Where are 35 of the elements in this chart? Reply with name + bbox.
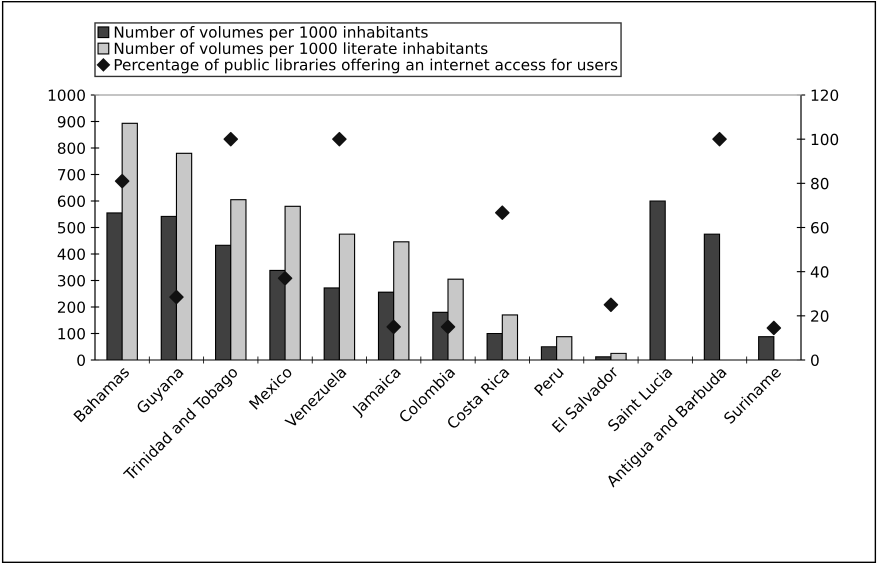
y2-tick-label: 120 bbox=[812, 89, 838, 102]
y2-tick-label: 60 bbox=[811, 222, 828, 234]
y-tick-label: 0 bbox=[77, 354, 85, 366]
point bbox=[169, 290, 184, 304]
bar bbox=[704, 234, 720, 360]
y2-tick-label: 20 bbox=[811, 310, 828, 322]
y-tick-label: 400 bbox=[58, 248, 85, 260]
point bbox=[114, 174, 130, 188]
point bbox=[766, 320, 782, 336]
legend-label: Number of volumes per 1000 literate inhabitants bbox=[114, 42, 488, 58]
point bbox=[278, 271, 292, 286]
y2-tick-label: 80 bbox=[811, 178, 828, 190]
y-tick-label: 500 bbox=[58, 222, 85, 234]
point bbox=[604, 298, 618, 312]
y-tick-label: 200 bbox=[58, 301, 85, 314]
point bbox=[386, 320, 401, 334]
y-tick-label: 900 bbox=[58, 116, 85, 128]
y-tick-label: 300 bbox=[58, 274, 85, 287]
y-tick-label: 700 bbox=[58, 168, 85, 181]
point bbox=[223, 132, 238, 146]
bar bbox=[758, 336, 774, 360]
point bbox=[332, 132, 347, 146]
y-tick-label: 600 bbox=[58, 195, 85, 208]
legend-label: Percentage of public libraries offering an internet access for users bbox=[114, 58, 618, 74]
point bbox=[712, 132, 727, 146]
y-tick-label: 100 bbox=[58, 328, 85, 340]
bar bbox=[649, 200, 666, 360]
point bbox=[495, 205, 510, 220]
y-tick-label: 800 bbox=[58, 142, 85, 154]
point bbox=[440, 320, 456, 334]
y2-tick-label: 100 bbox=[812, 134, 838, 146]
y-tick-label: 1000 bbox=[48, 89, 85, 102]
legend-label: Number of volumes per 1000 inhabitants bbox=[114, 26, 428, 41]
y2-tick-label: 0 bbox=[811, 354, 819, 366]
y2-tick-label: 40 bbox=[810, 266, 828, 278]
